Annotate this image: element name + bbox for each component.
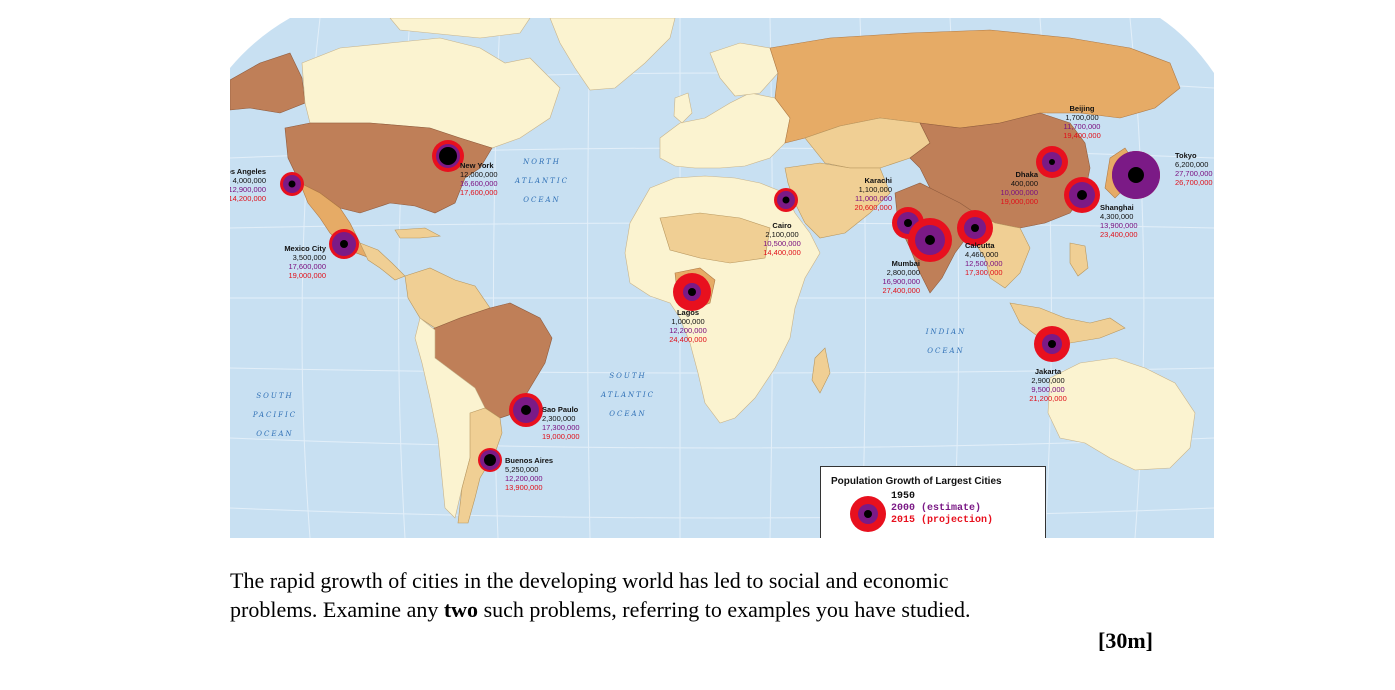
marks-label: [30m] — [1098, 628, 1153, 653]
city-label-mexico-city: Mexico City 3,500,000 17,600,000 19,000,000 — [284, 244, 327, 280]
question-line-2: problems. Examine any two such problems,… — [230, 595, 1170, 624]
legend-symbol — [850, 496, 886, 532]
dot-1950 — [439, 147, 457, 165]
map-corner-top-right — [1160, 18, 1214, 73]
ocean-label: NORTH ATLANTIC OCEAN — [514, 158, 569, 204]
land-uk — [673, 92, 693, 124]
dot-1950 — [1049, 159, 1055, 165]
city-marker-mexico-city — [329, 229, 359, 259]
city-marker-calcutta — [957, 210, 993, 246]
city-marker-dhaka — [1036, 146, 1068, 178]
city-marker-tokyo — [1112, 151, 1160, 199]
ocean-label: INDIAN OCEAN — [925, 328, 966, 355]
dot-1950 — [1048, 340, 1056, 348]
city-marker-new-york — [432, 140, 464, 172]
legend-dot-1950 — [864, 510, 872, 518]
land-madagascar — [811, 347, 831, 394]
city-marker-buenos-aires — [478, 448, 502, 472]
dot-1950 — [1128, 167, 1144, 183]
city-marker-sao-paulo — [509, 393, 543, 427]
ocean-label: SOUTH ATLANTIC OCEAN — [600, 372, 655, 418]
city-markers: Los Angeles4,000,00012,900,00014,200,000… — [230, 104, 1213, 492]
dot-1950 — [521, 405, 531, 415]
legend-2000: 2000 (estimate) — [891, 503, 982, 514]
city-label-mumbai: Mumbai 2,800,000 16,900,000 27,400,000 — [882, 259, 920, 295]
ocean-label: SOUTH PACIFIC OCEAN — [252, 392, 297, 438]
legend-2015: 2015 (projection) — [891, 515, 994, 526]
land-scandinavia — [709, 42, 779, 97]
city-marker-shanghai — [1064, 177, 1100, 213]
city-label-cairo: Cairo 2,100,000 10,500,000 14,400,000 — [763, 221, 801, 257]
question-line-1: The rapid growth of cities in the develo… — [230, 568, 949, 593]
land-central-america — [359, 242, 406, 281]
land-china — [909, 112, 1091, 229]
legend-1950: 1950 — [891, 491, 916, 502]
dot-1950 — [782, 196, 790, 204]
legend-title: Population Growth of Largest Cities — [831, 476, 1002, 487]
dot-1950 — [971, 224, 979, 232]
city-marker-lagos — [673, 273, 711, 311]
city-marker-cairo — [774, 188, 798, 212]
city-marker-mumbai — [908, 218, 952, 262]
dot-1950 — [904, 219, 912, 227]
city-label-buenos-aires: Buenos Aires 5,250,000 12,200,000 13,900,00… — [505, 456, 553, 492]
city-label-new-york: New York 12,000,000 16,600,000 17,600,000 — [460, 161, 498, 197]
dot-1950 — [340, 240, 348, 248]
city-label-sao-paulo: Sao Paulo 2,300,000 17,300,000 19,000,000 — [542, 405, 580, 441]
city-label-lagos: Lagos 1,000,000 12,200,000 24,400,000 — [669, 308, 707, 344]
question-emphasis: two — [443, 597, 479, 622]
city-label-karachi: Karachi 1,100,000 11,000,000 20,600,000 — [854, 176, 892, 212]
land-australia — [1047, 357, 1196, 471]
city-marker-los-angeles — [280, 172, 304, 196]
question-text: The rapid growth of cities in the develo… — [230, 566, 1170, 624]
city-label-shanghai: Shanghai 4,300,000 13,900,000 23,400,000 — [1100, 203, 1138, 239]
city-label-beijing: Beijing 1,700,000 11,700,000 19,400,000 — [1063, 104, 1101, 140]
question-line-2-start: problems. Examine any — [230, 597, 444, 622]
land-greenland — [549, 18, 676, 91]
land-philippines — [1069, 242, 1089, 277]
dot-1950 — [1077, 190, 1087, 200]
city-label-dhaka: Dhaka 400,000 10,000,000 19,000,000 — [1000, 170, 1038, 206]
legend-box: Population Growth of Largest Cities 1950… — [820, 466, 1046, 538]
land-caribbean — [394, 227, 442, 239]
world-map: NORTH ATLANTIC OCEAN SOUTH PACIFIC OCEAN SOUTH… — [230, 18, 1214, 538]
city-marker-jakarta — [1034, 326, 1070, 362]
dot-1950 — [925, 235, 935, 245]
ocean-labels: NORTH ATLANTIC OCEAN SOUTH PACIFIC OCEAN SOUTH… — [252, 158, 966, 438]
dot-1950 — [288, 180, 296, 188]
map-corner-top-left — [230, 18, 290, 68]
question-line-2-end: such problems, referring to examples you… — [478, 597, 971, 622]
land-sahel — [659, 212, 771, 264]
city-label-calcutta: Calcutta 4,460,000 12,500,000 17,300,000 — [965, 241, 1003, 277]
city-label-tokyo: Tokyo 6,200,000 27,700,000 26,700,000 — [1175, 151, 1213, 187]
land-arctic-islands — [389, 18, 531, 39]
city-label-jakarta: Jakarta 2,900,000 9,500,000 21,200,000 — [1029, 367, 1067, 403]
dot-1950 — [688, 288, 696, 296]
dot-1950 — [484, 454, 496, 466]
